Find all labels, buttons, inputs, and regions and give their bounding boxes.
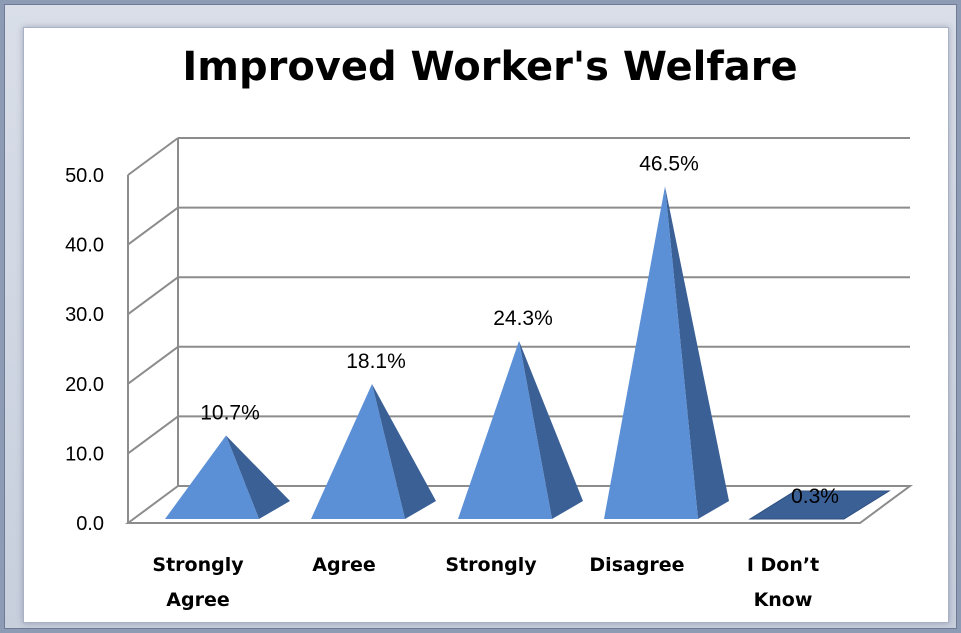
- gridline-diagonal: [127, 345, 179, 385]
- gridline-diagonal: [127, 415, 179, 455]
- bar-pyramid: [604, 186, 729, 520]
- x-category-label: Strongly: [445, 554, 537, 576]
- data-label: 46.5%: [639, 152, 699, 175]
- gridline-diagonal: [127, 137, 179, 176]
- gridline-diagonal: [127, 206, 179, 246]
- data-label: 10.7%: [200, 402, 260, 425]
- bar-pyramid: [165, 435, 290, 519]
- bar-pyramid: [458, 340, 583, 519]
- chart-title: Improved Worker's Welfare: [182, 44, 797, 90]
- data-label: 24.3%: [493, 307, 553, 330]
- y-tick-label: 50.0: [65, 165, 104, 187]
- bar-front-face: [458, 340, 552, 519]
- gridline-diagonal: [127, 276, 179, 316]
- bar-side-face: [226, 435, 290, 519]
- bar-side-face: [665, 186, 729, 520]
- y-tick-label: 10.0: [65, 443, 104, 465]
- y-tick-label: 20.0: [65, 374, 104, 396]
- bar-pyramid: [748, 490, 891, 520]
- bar-pyramid: [311, 384, 436, 519]
- bar-front-face: [165, 435, 259, 519]
- x-category-label: Disagree: [589, 554, 684, 576]
- x-category-label: Agree: [312, 554, 375, 576]
- y-tick-label: 0.0: [76, 513, 104, 535]
- bar-side-face: [519, 340, 583, 519]
- bar-front-face: [311, 384, 405, 519]
- bar-side-face: [372, 384, 436, 519]
- x-category-label: Strongly: [152, 554, 244, 576]
- data-label: 18.1%: [346, 350, 406, 373]
- x-category-label: Agree: [166, 589, 229, 611]
- data-label: 0.3%: [791, 485, 839, 508]
- bar-front-face: [604, 186, 698, 520]
- y-tick-label: 40.0: [65, 235, 104, 257]
- x-category-label: I Don’t: [747, 554, 819, 576]
- y-tick-label: 30.0: [65, 304, 104, 326]
- x-category-label: Know: [754, 589, 813, 611]
- bar-top-face: [748, 490, 891, 520]
